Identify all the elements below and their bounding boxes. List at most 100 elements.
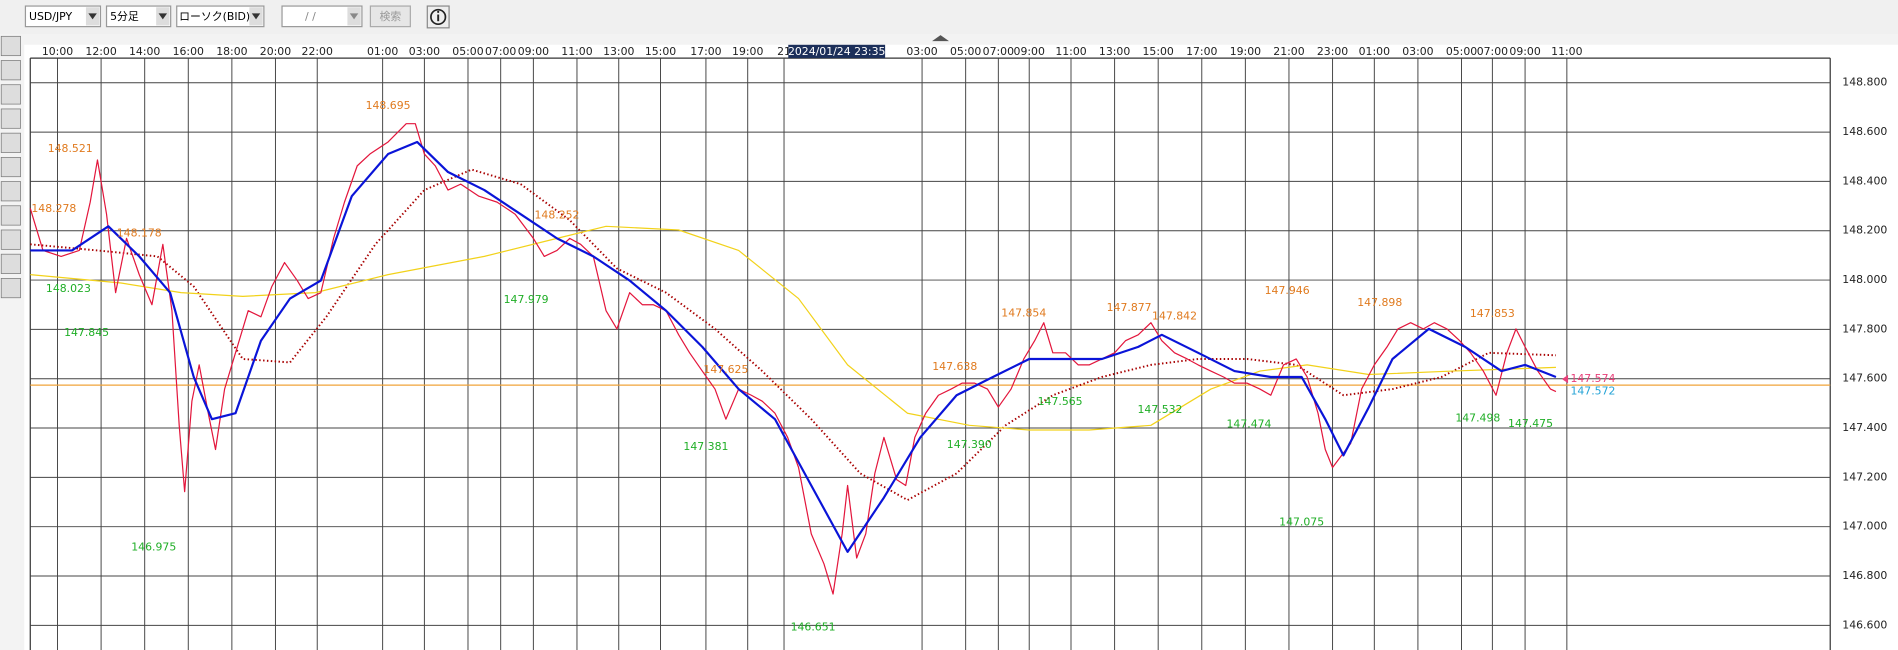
x-tick-label: 21:00 bbox=[1273, 45, 1304, 58]
date-input[interactable] bbox=[281, 5, 363, 28]
low-label: 147.845 bbox=[64, 326, 109, 339]
search-text: 検索 bbox=[379, 9, 401, 23]
tool-button[interactable] bbox=[0, 132, 21, 153]
labels: 146.600 146.800 147.000 147.200 147.400 147.6… bbox=[31, 44, 1887, 633]
x-tick-label: 01:00 bbox=[367, 45, 398, 58]
low-label: 147.475 bbox=[1508, 417, 1553, 430]
x-tick-label: 13:00 bbox=[603, 45, 634, 58]
low-label: 147.075 bbox=[1279, 516, 1324, 529]
high-label: 147.625 bbox=[703, 363, 748, 376]
low-label: 147.498 bbox=[1455, 411, 1500, 424]
x-tick-label: 20:00 bbox=[260, 45, 291, 58]
tool-button[interactable] bbox=[0, 108, 21, 129]
y-tick-label: 146.600 bbox=[1842, 618, 1887, 631]
x-tick-label: 05:00 bbox=[1446, 45, 1477, 58]
tool-button[interactable] bbox=[0, 181, 21, 202]
x-tick-label: 17:00 bbox=[690, 45, 721, 58]
high-label: 147.842 bbox=[1152, 310, 1197, 323]
x-tick-label: 03:00 bbox=[906, 45, 937, 58]
high-label: 148.521 bbox=[48, 142, 93, 155]
x-tick-label: 11:00 bbox=[1551, 45, 1582, 58]
x-tick-label: 09:00 bbox=[1509, 45, 1540, 58]
grid bbox=[30, 58, 1831, 650]
last-value-label: 147.572 bbox=[1570, 385, 1615, 398]
tool-button[interactable] bbox=[0, 205, 21, 226]
x-tick-label: 11:00 bbox=[1055, 45, 1086, 58]
tool-button[interactable] bbox=[0, 229, 21, 250]
series-line bbox=[30, 225, 1556, 431]
collapse-tab[interactable] bbox=[932, 35, 949, 42]
y-tick-label: 147.800 bbox=[1842, 322, 1887, 335]
x-tick-label: 15:00 bbox=[1143, 45, 1174, 58]
low-label: 147.565 bbox=[1038, 395, 1083, 408]
low-label: 148.023 bbox=[46, 282, 91, 295]
info-icon bbox=[437, 10, 440, 13]
dropdown-arrow bbox=[158, 13, 168, 20]
x-tick-label: 13:00 bbox=[1099, 45, 1130, 58]
low-label: 146.651 bbox=[791, 620, 836, 633]
x-tick-label: 17:00 bbox=[1186, 45, 1217, 58]
y-tick-label: 148.800 bbox=[1842, 76, 1887, 89]
y-tick-label: 146.800 bbox=[1842, 569, 1887, 582]
x-tick-label: 11:00 bbox=[561, 45, 592, 58]
x-tick-label: 16:00 bbox=[173, 45, 204, 58]
y-tick-label: 147.000 bbox=[1842, 520, 1887, 533]
x-tick-label: 05:00 bbox=[950, 45, 981, 58]
y-tick-label: 148.600 bbox=[1842, 125, 1887, 138]
tool-button[interactable] bbox=[0, 253, 21, 274]
x-tick-label: 09:00 bbox=[518, 45, 549, 58]
last-price-marker bbox=[1562, 374, 1569, 384]
tool-column bbox=[0, 35, 21, 299]
x-tick-label: 09:00 bbox=[1014, 45, 1045, 58]
tool-button[interactable] bbox=[0, 156, 21, 178]
y-tick-label: 148.400 bbox=[1842, 174, 1887, 187]
y-tick-label: 147.600 bbox=[1842, 372, 1887, 385]
high-label: 147.853 bbox=[1470, 307, 1515, 320]
x-tick-label: 15:00 bbox=[645, 45, 676, 58]
tool-button[interactable] bbox=[0, 35, 21, 57]
x-tick-label: 07:00 bbox=[485, 45, 516, 58]
high-label: 148.252 bbox=[534, 208, 579, 221]
chart-area bbox=[24, 44, 1898, 650]
marks bbox=[29, 123, 1831, 595]
x-tick-label: 07:00 bbox=[1477, 45, 1508, 58]
series-line bbox=[29, 123, 1557, 595]
high-label: 148.695 bbox=[366, 99, 411, 112]
date-text: / / bbox=[305, 10, 316, 23]
x-tick-label: 14:00 bbox=[129, 45, 160, 58]
x-tick-label: 03:00 bbox=[1402, 45, 1433, 58]
tool-button[interactable] bbox=[0, 60, 21, 81]
high-label: 147.638 bbox=[932, 360, 977, 373]
series-line bbox=[30, 140, 1557, 553]
low-label: 147.979 bbox=[504, 293, 549, 306]
x-tick-label: 23:00 bbox=[1317, 45, 1348, 58]
series-line bbox=[30, 168, 1556, 502]
x-tick-label: 03:00 bbox=[409, 45, 440, 58]
symbol-select[interactable] bbox=[24, 5, 102, 28]
search-button[interactable] bbox=[369, 5, 411, 28]
x-tick-label: 07:00 bbox=[983, 45, 1014, 58]
dropdown-arrow bbox=[251, 13, 261, 20]
timeframe-text: 5分足 bbox=[110, 10, 139, 23]
chart-kind-select[interactable] bbox=[176, 5, 265, 28]
info-icon bbox=[430, 8, 447, 26]
cursor-label: 2024/01/24 23:35 bbox=[788, 45, 885, 58]
y-tick-label: 148.000 bbox=[1842, 273, 1887, 286]
last-value-label: 147.574 bbox=[1570, 372, 1615, 385]
timeframe-select[interactable] bbox=[105, 5, 172, 28]
x-tick-label: 19:00 bbox=[732, 45, 763, 58]
y-tick-label: 147.400 bbox=[1842, 421, 1887, 434]
x-tick-label: 19:00 bbox=[1230, 45, 1261, 58]
y-tick-label: 147.200 bbox=[1842, 470, 1887, 483]
x-tick-label: 22:00 bbox=[302, 45, 333, 58]
cursor-box bbox=[788, 44, 886, 59]
tool-button[interactable] bbox=[0, 278, 21, 299]
x-tick-label: 05:00 bbox=[452, 45, 483, 58]
low-label: 147.474 bbox=[1227, 417, 1272, 430]
x-tick-label: 18:00 bbox=[216, 45, 247, 58]
x-tick-label: 12:00 bbox=[85, 45, 116, 58]
low-label: 147.532 bbox=[1138, 403, 1183, 416]
tool-button[interactable] bbox=[0, 84, 21, 105]
high-label: 148.278 bbox=[31, 202, 76, 215]
